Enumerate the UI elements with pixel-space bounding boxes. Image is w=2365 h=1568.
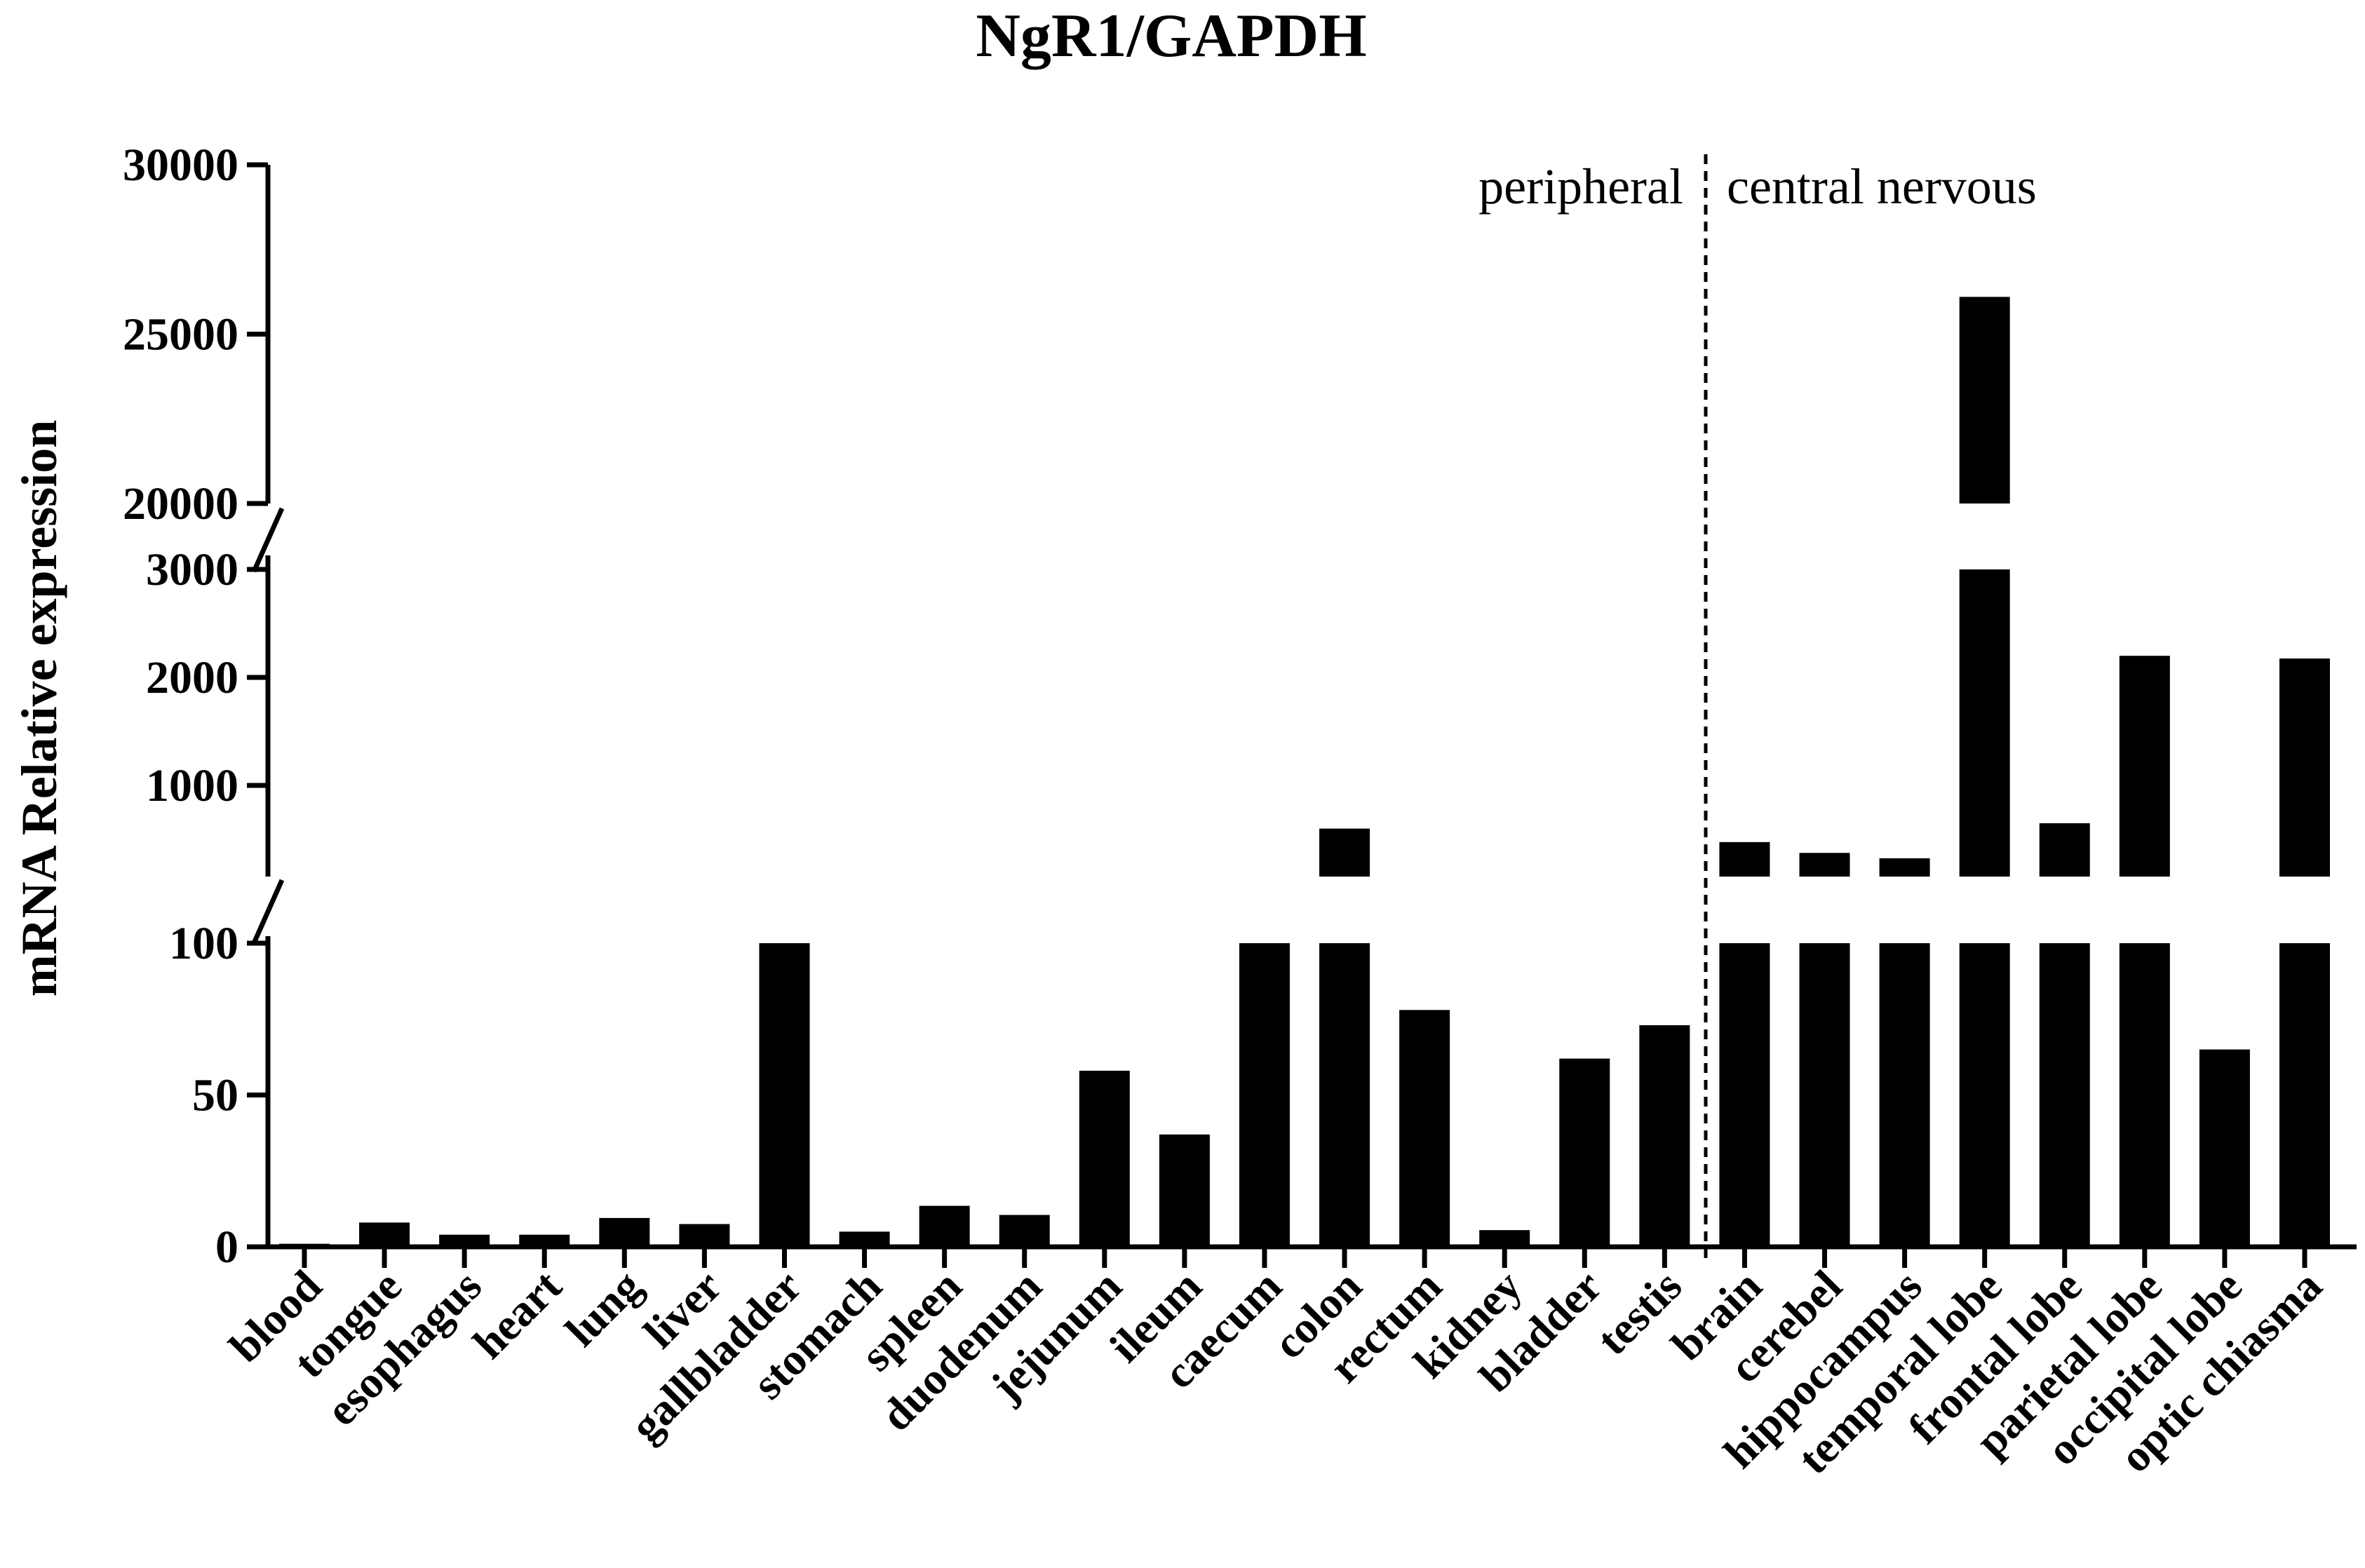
bar-stomach (839, 1231, 890, 1247)
x-tick-label: lung (555, 1261, 651, 1356)
bar-blood (279, 1243, 330, 1247)
bar-segment-middle (1879, 858, 1930, 877)
y-tick-label: 30000 (123, 140, 238, 191)
region-label-central-nervous: central nervous (1727, 158, 2037, 215)
bar-jejunum (1079, 1070, 1130, 1247)
region-label-peripheral: peripheral (1478, 158, 1683, 215)
bar-esophagus (439, 1234, 490, 1247)
bar-gallbladder (759, 943, 810, 1247)
bar-spleen (919, 1205, 970, 1247)
bar-caecum (1239, 943, 1290, 1247)
axis-break-mark (251, 879, 285, 945)
bar-segment-upper (1959, 297, 2010, 503)
y-tick-label: 100 (169, 918, 238, 969)
bar-temporal-lobe (1959, 943, 2010, 1247)
bar-lung (599, 1217, 650, 1247)
bar-testis (1639, 1025, 1690, 1247)
y-axis-label: mRNA Relative expression (11, 420, 67, 997)
y-tick-label: 1000 (146, 760, 238, 811)
x-labels: bloodtongueesophagusheartlunglivergallbl… (220, 1260, 2331, 1483)
bar-segment-middle (2119, 656, 2170, 877)
y-tick-label: 50 (192, 1070, 238, 1121)
axis-break-mark (251, 507, 285, 573)
chart-title: NgR1/GAPDH (976, 2, 1366, 70)
bar-rectum (1399, 1010, 1450, 1247)
bar-parietal-lobe (2119, 943, 2170, 1247)
bar-occipital-lobe (2199, 1049, 2250, 1247)
y-tick-label: 20000 (123, 478, 238, 529)
y-tick-label: 0 (215, 1222, 238, 1273)
bar-heart (519, 1234, 570, 1247)
bar-segment-middle (1719, 842, 1770, 877)
bar-brain (1719, 943, 1770, 1247)
x-tick-label: heart (464, 1260, 572, 1368)
bar-ileum (1159, 1134, 1210, 1247)
bars (279, 297, 2330, 1247)
bar-colon (1319, 943, 1370, 1247)
bar-bladder (1559, 1058, 1610, 1247)
bar-kidney (1479, 1230, 1530, 1247)
bar-segment-middle (2279, 658, 2330, 877)
bar-hippocampus (1879, 943, 1930, 1247)
x-axis (268, 1244, 2357, 1268)
bar-tongue (359, 1222, 410, 1247)
y-axis: 0 50 100 1000 2000 3000 20000 25000 30000 (123, 140, 285, 1273)
bar-segment-middle (2039, 823, 2090, 877)
bar-frontal-lobe (2039, 943, 2090, 1247)
bar-liver (679, 1224, 730, 1247)
bar-optic-chiasma (2279, 943, 2330, 1247)
bar-segment-middle (1799, 853, 1850, 877)
bar-segment-middle (1319, 828, 1370, 877)
y-tick-label: 25000 (123, 309, 238, 360)
bar-cerebel (1799, 943, 1850, 1247)
bar-segment-middle (1959, 569, 2010, 877)
y-tick-label: 3000 (146, 544, 238, 595)
y-tick-label: 2000 (146, 652, 238, 703)
bar-duodenum (999, 1215, 1050, 1247)
